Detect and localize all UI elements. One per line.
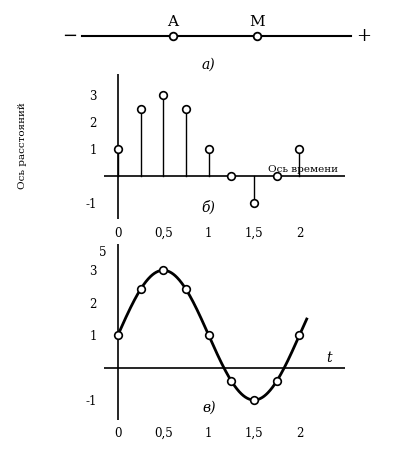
Text: Ось расстояний: Ось расстояний — [18, 102, 26, 189]
Text: в): в) — [202, 401, 215, 414]
Text: −: − — [62, 27, 77, 45]
Text: t: t — [327, 351, 332, 365]
Text: 5: 5 — [99, 246, 106, 259]
Text: а): а) — [202, 58, 215, 71]
Text: б): б) — [202, 201, 216, 215]
Text: +: + — [356, 27, 371, 45]
Text: Ось времени: Ось времени — [267, 165, 338, 174]
Text: A: A — [167, 15, 178, 29]
Text: M: M — [249, 15, 265, 29]
